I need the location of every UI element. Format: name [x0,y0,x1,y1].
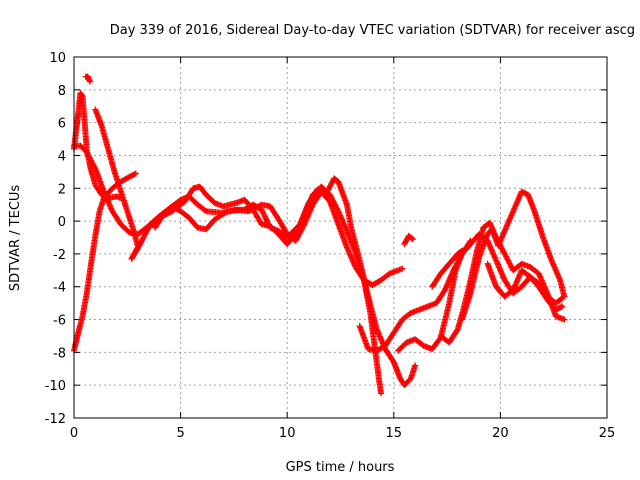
y-tick-label: -12 [45,412,66,427]
x-tick-label: 10 [279,426,296,441]
data-point-marker [457,248,464,255]
data-point-marker [409,236,416,243]
y-tick-label: -10 [45,379,66,394]
x-tick-label: 15 [386,426,403,441]
series-track-5 [92,106,385,397]
data-point-marker [131,171,138,178]
y-tick-label: 4 [58,149,66,164]
axis-ticks: 0 5 10 15 20 25 -12 -10 -8 -6 -4 -2 0 2 4 6 8 10 [45,51,616,441]
data-point-marker [466,239,473,246]
y-tick-label: 6 [58,117,66,132]
series-track-10 [429,247,466,290]
series-track-12 [459,188,568,323]
data-point-marker [558,296,565,303]
series-track-1 [71,142,406,289]
y-tick-label: 10 [49,51,66,66]
y-tick-label: -2 [53,248,66,263]
data-point-marker [412,362,419,369]
x-tick-label: 5 [176,426,184,441]
x-axis-label: GPS time / hours [286,460,395,475]
plot-frame [73,56,608,419]
series-track-9 [395,237,474,354]
y-tick-label: -8 [53,346,66,361]
data-point-marker [467,237,474,244]
y-tick-label: -6 [53,314,66,329]
series-track-3 [71,90,124,202]
series-track-6 [152,175,419,389]
data-point-marker [408,235,415,242]
data-point-marker [561,293,568,300]
series-track-7 [401,232,416,248]
x-tick-label: 0 [70,426,78,441]
y-axis-label: SDTVAR / TECUs [8,185,23,292]
data-point-marker [453,327,460,334]
data-points [71,73,568,397]
series-track-13 [484,260,566,313]
x-tick-label: 25 [599,426,616,441]
y-tick-label: 8 [58,84,66,99]
data-point-marker [557,304,564,311]
data-point-marker [378,390,385,397]
series-track-4 [82,73,93,85]
series-track-2 [71,170,139,354]
data-point-marker [201,207,208,214]
data-point-marker [561,316,568,323]
y-tick-label: 2 [58,182,66,197]
y-tick-label: 0 [58,215,66,230]
data-point-marker [132,170,139,177]
chart-title: Day 339 of 2016, Sidereal Day-to-day VTE… [110,23,635,38]
data-point-marker [559,303,566,310]
data-point-marker [399,265,406,272]
data-point-marker [86,78,93,85]
data-point-marker [223,209,230,216]
data-point-marker [459,247,466,254]
y-tick-label: -4 [53,281,66,296]
x-tick-label: 20 [492,426,509,441]
